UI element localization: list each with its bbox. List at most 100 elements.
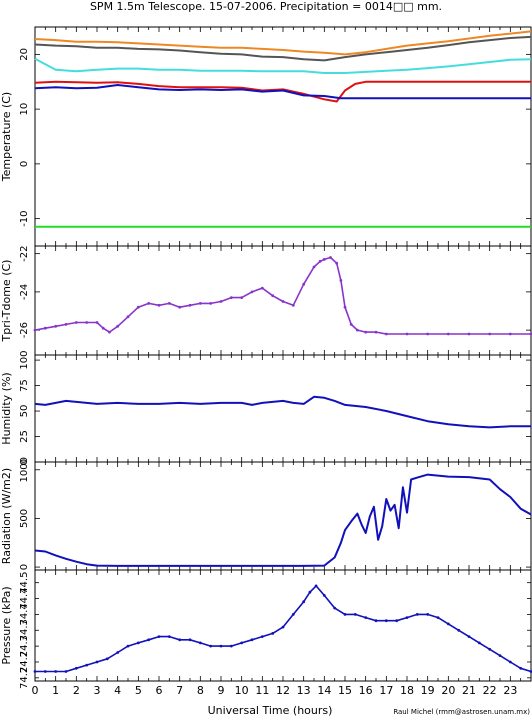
tpri-tdome-data-point bbox=[529, 332, 532, 336]
pressure-data-point bbox=[477, 641, 481, 645]
pressure-data-point bbox=[508, 660, 512, 664]
tpri-tdome-data-point bbox=[339, 279, 343, 282]
pressure-data-point bbox=[364, 616, 368, 619]
pressure-data-point bbox=[136, 641, 140, 645]
pressure-data-point bbox=[291, 613, 295, 616]
pressure-data-point bbox=[384, 619, 388, 623]
pressure-data-point bbox=[436, 616, 440, 619]
tpri-tdome-data-point bbox=[374, 330, 378, 334]
tpri-tdome-data-point bbox=[85, 321, 89, 324]
x-tick-label: 11 bbox=[255, 684, 269, 697]
tpri-tdome-data-point bbox=[126, 315, 130, 319]
tpri-tdome-data-point bbox=[64, 323, 68, 326]
pressure-data-point bbox=[116, 651, 120, 654]
pressure-data-point bbox=[446, 622, 450, 626]
x-tick-label: 18 bbox=[400, 684, 414, 697]
humidity-y-label: Humidity (%) bbox=[0, 372, 13, 444]
x-tick-label: 14 bbox=[317, 684, 331, 697]
tpri-tdome-data-point bbox=[405, 332, 409, 336]
pressure-data-point bbox=[322, 594, 326, 597]
x-tick-label: 10 bbox=[235, 684, 249, 697]
credit-text: Raul Michel (rmm@astrosen.unam.mx) bbox=[393, 708, 530, 716]
tpri-tdome-data-point bbox=[312, 265, 316, 269]
pressure-data-point bbox=[302, 600, 306, 604]
y-tick-label: 75 bbox=[19, 379, 30, 392]
gray-series-line bbox=[34, 35, 532, 62]
y-tick-label: 74.3 bbox=[19, 635, 30, 657]
pressure-data-point bbox=[498, 654, 502, 657]
x-tick-label: 6 bbox=[156, 684, 163, 697]
pressure-data-point bbox=[457, 628, 461, 632]
x-tick-label: 4 bbox=[114, 684, 121, 697]
y-tick-label: 1000 bbox=[19, 457, 30, 482]
tpri-tdome-data-point bbox=[329, 256, 332, 259]
chart-title: SPM 1.5m Telescope. 15-07-2006. Precipit… bbox=[90, 0, 442, 13]
pressure-data-point bbox=[105, 657, 109, 661]
pressure-data-point bbox=[467, 635, 471, 638]
y-tick-label: 100 bbox=[19, 351, 30, 370]
pressure-data-point bbox=[126, 644, 130, 648]
pressure-data-point bbox=[64, 670, 68, 673]
pressure-data-point bbox=[314, 584, 318, 588]
x-tick-label: 9 bbox=[218, 684, 225, 697]
pressure-data-point bbox=[167, 635, 171, 638]
humidity-panel: 0 25 50 75 100 Humidity (%) bbox=[0, 351, 532, 465]
tpri-tdome-data-point bbox=[349, 323, 353, 326]
pressure-data-point bbox=[395, 619, 399, 623]
x-tick-label: 2 bbox=[73, 684, 80, 697]
tpri-tdome-series-line bbox=[34, 256, 531, 335]
tpri-tdome-data-point bbox=[446, 332, 450, 336]
x-tick-label: 19 bbox=[421, 684, 435, 697]
y-tick-label: 74.5 bbox=[19, 572, 30, 594]
x-tick-label: 15 bbox=[338, 684, 352, 697]
y-tick-label: 74.4 bbox=[19, 603, 30, 625]
humidity-series-line bbox=[34, 395, 531, 429]
tpri-tdome-data-point bbox=[54, 324, 58, 328]
radiation-series-line bbox=[34, 473, 532, 567]
y-tick-label: 500 bbox=[19, 509, 30, 528]
tpri-tdome-data-point bbox=[33, 328, 37, 332]
pressure-data-point bbox=[209, 644, 213, 648]
tpri-tdome-data-point bbox=[43, 326, 47, 330]
tpri-tdome-data-point bbox=[467, 332, 471, 336]
temperature-frame bbox=[34, 26, 532, 247]
pressure-data-point bbox=[33, 670, 37, 673]
temperature-y-label: Temperature (C) bbox=[0, 92, 13, 182]
pressure-data-point bbox=[157, 635, 161, 638]
tpri-tdome-data-point bbox=[101, 326, 105, 330]
tpri-tdome-data-point bbox=[384, 332, 388, 336]
tpri-tdome-data-point bbox=[302, 282, 306, 286]
orange-series-line bbox=[34, 30, 532, 56]
tpri-tdome-data-point bbox=[426, 332, 430, 336]
x-tick-label: 1 bbox=[52, 684, 59, 697]
pressure-data-point bbox=[147, 638, 151, 642]
pressure-data-point bbox=[519, 666, 523, 670]
radiation-y-label: Radiation (W/m2) bbox=[0, 468, 13, 564]
y-tick-label: -10 bbox=[19, 210, 30, 226]
y-tick-label: 20 bbox=[19, 48, 30, 61]
radiation-panel: 0 500 1000 Radiation (W/m2) bbox=[0, 457, 532, 571]
pressure-data-point bbox=[219, 644, 223, 648]
y-tick-label: 25 bbox=[19, 430, 30, 443]
tpri-tdome-data-point bbox=[229, 296, 233, 299]
pressure-data-point bbox=[198, 641, 202, 645]
tpri-tdome-data-point bbox=[488, 332, 492, 336]
y-tick-label: -22 bbox=[19, 245, 30, 261]
pressure-data-point bbox=[54, 670, 58, 673]
tpri-tdome-data-point bbox=[209, 302, 213, 305]
x-axis-label: Universal Time (hours) bbox=[208, 704, 333, 717]
tpri-tdome-data-point bbox=[157, 303, 161, 307]
pressure-data-point bbox=[529, 670, 532, 673]
pressure-data-point bbox=[415, 613, 419, 616]
pressure-data-point bbox=[229, 644, 233, 648]
pressure-data-point bbox=[271, 632, 275, 635]
tpri-tdome-data-point bbox=[250, 290, 254, 294]
x-tick-label: 7 bbox=[176, 684, 183, 697]
x-tick-label: 23 bbox=[503, 684, 517, 697]
pressure-data-point bbox=[374, 619, 378, 623]
pressure-data-point bbox=[240, 641, 244, 645]
red-series-line bbox=[34, 80, 531, 103]
y-tick-label: 74.2 bbox=[19, 651, 30, 673]
x-tick-label: 21 bbox=[462, 684, 476, 697]
